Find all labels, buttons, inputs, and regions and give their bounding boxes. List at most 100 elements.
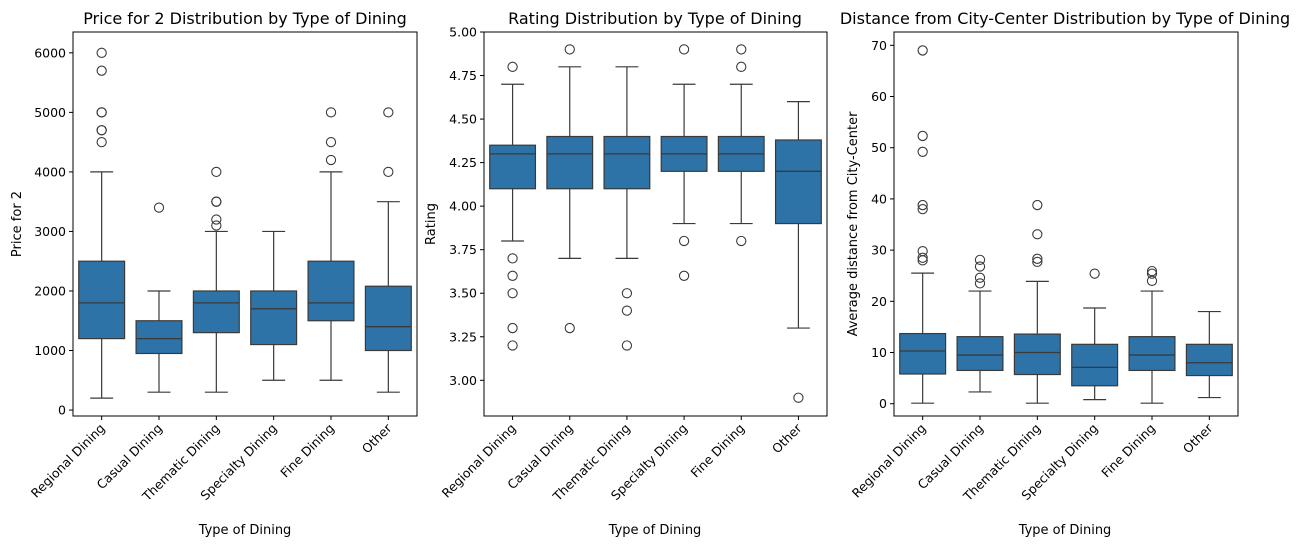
x-tick-label: Regional Dining	[28, 421, 108, 501]
outlier-point	[621, 340, 633, 351]
box-iqr	[899, 332, 947, 375]
box-iqr	[192, 290, 240, 334]
outlier-point	[736, 44, 747, 55]
y-tick-label: 40	[871, 191, 887, 206]
outlier-point	[211, 196, 222, 207]
y-tick-label: 5000	[34, 105, 66, 120]
outlier-point	[1032, 229, 1043, 240]
outlier-point	[917, 130, 928, 142]
box-iqr	[1185, 343, 1233, 377]
box-5	[307, 107, 355, 381]
outlier-point	[96, 125, 107, 136]
outlier-point	[1146, 268, 1158, 279]
y-tick-label: 4.00	[449, 199, 477, 214]
y-tick-label: 10	[871, 345, 887, 360]
y-tick-label: 3.25	[449, 329, 477, 344]
y-tick-label: 20	[871, 294, 887, 309]
outlier-point	[917, 252, 928, 263]
box-2	[135, 202, 183, 393]
box-3	[192, 166, 240, 393]
outlier-point	[325, 107, 337, 118]
chart-title: Rating Distribution by Type of Dining	[508, 9, 802, 28]
y-axis-label: Average distance from City-Center	[846, 111, 861, 336]
panel-distance: Distance from City-Center Distribution b…	[840, 9, 1290, 538]
outlier-point	[1032, 253, 1043, 264]
box-iqr	[956, 336, 1004, 372]
box-4	[1071, 268, 1119, 401]
y-tick-label: 3.00	[449, 373, 477, 388]
outlier-point	[96, 47, 107, 58]
x-tick-label: Regional Dining	[849, 421, 929, 501]
outlier-point	[736, 61, 747, 72]
y-tick-label: 50	[871, 140, 887, 155]
y-tick-label: 30	[871, 243, 887, 258]
box-2	[546, 44, 594, 334]
y-tick-label: 3000	[34, 224, 66, 239]
y-tick-label: 4.50	[449, 112, 477, 127]
x-tick-label: Other	[359, 420, 395, 456]
x-axis-label: Type of Dining	[608, 523, 702, 538]
box-2	[956, 254, 1004, 393]
y-tick-label: 4.25	[449, 155, 477, 170]
y-tick-label: 3.75	[449, 242, 477, 257]
box-1	[78, 47, 126, 399]
box-iqr	[78, 260, 126, 340]
y-axis-label: Price for 2	[10, 191, 25, 257]
box-1	[489, 61, 537, 351]
box-iqr	[250, 290, 298, 346]
box-6	[774, 101, 822, 403]
box-4	[660, 44, 708, 281]
outlier-point	[917, 45, 928, 56]
plot-frame	[893, 31, 1239, 417]
outlier-point	[621, 305, 633, 316]
y-tick-label: 70	[871, 38, 887, 53]
outlier-point	[96, 136, 107, 148]
box-iqr	[546, 135, 594, 190]
y-tick-label: 0	[58, 403, 66, 418]
outlier-point	[325, 136, 337, 148]
y-tick-label: 1000	[34, 343, 66, 358]
outlier-point	[507, 288, 518, 299]
x-tick-label: Fine Dining	[277, 421, 337, 481]
y-tick-label: 5.00	[449, 25, 477, 40]
outlier-point	[153, 202, 165, 213]
box-iqr	[307, 260, 355, 322]
x-tick-label: Regional Dining	[439, 421, 519, 501]
panel-price: Price for 2 Distribution by Type of Dini…	[10, 9, 418, 538]
outlier-point	[974, 272, 986, 283]
outlier-point	[793, 392, 804, 403]
outlier-point	[96, 107, 107, 118]
box-6	[364, 107, 412, 393]
box-3	[603, 66, 651, 351]
box-iqr	[1128, 336, 1176, 372]
panel-rating: Rating Distribution by Type of Dining Ty…	[424, 9, 828, 538]
outlier-point	[917, 204, 928, 215]
outlier-point	[1032, 199, 1043, 211]
x-tick-label: Other	[1180, 420, 1216, 456]
plot-frame	[72, 31, 418, 417]
y-axis-label: Rating	[424, 203, 439, 245]
y-tick-label: 2000	[34, 283, 66, 298]
outlier-point	[1032, 256, 1043, 268]
plot-frame	[483, 31, 828, 417]
outlier-point	[678, 235, 690, 247]
outlier-point	[383, 166, 394, 178]
outlier-point	[974, 278, 986, 289]
outlier-point	[507, 340, 518, 351]
y-tick-label: 3.50	[449, 286, 477, 301]
box-iqr	[603, 135, 651, 190]
box-iqr	[135, 320, 183, 355]
y-tick-label: 4000	[34, 164, 66, 179]
outlier-point	[507, 61, 518, 72]
outlier-point	[325, 154, 337, 166]
outlier-point	[1146, 265, 1158, 277]
box-4	[250, 230, 298, 381]
box-3	[1013, 199, 1061, 404]
outlier-point	[564, 44, 575, 55]
outlier-point	[507, 253, 518, 264]
outlier-point	[211, 214, 222, 225]
outlier-point	[211, 220, 222, 231]
y-tick-label: 0	[879, 396, 887, 411]
outlier-point	[507, 270, 518, 281]
box-iqr	[1013, 333, 1061, 376]
